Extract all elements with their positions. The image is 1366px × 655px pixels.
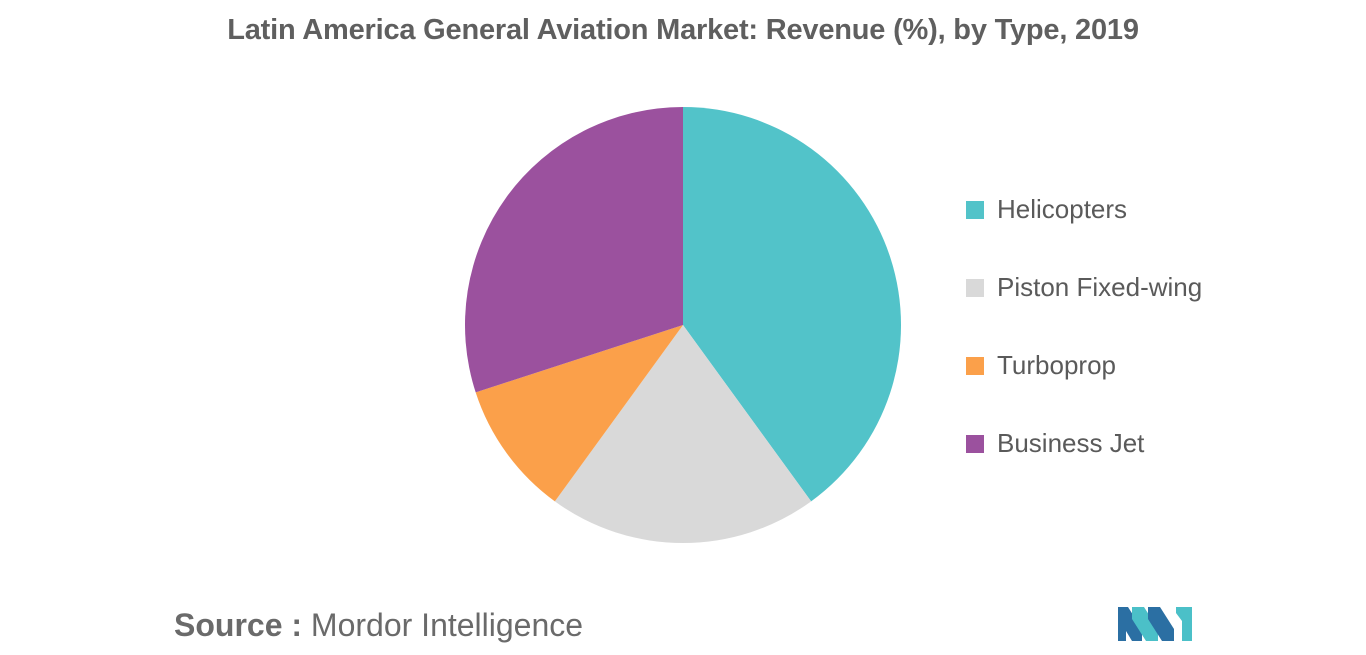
logo-shape-right	[1176, 607, 1192, 641]
chart-legend: Helicopters Piston Fixed-wing Turboprop …	[966, 190, 1202, 502]
legend-item-business-jet: Business Jet	[966, 424, 1202, 463]
legend-item-helicopters: Helicopters	[966, 190, 1202, 229]
logo-shape-mid-light	[1132, 607, 1158, 641]
legend-item-piston-fixed-wing: Piston Fixed-wing	[966, 268, 1202, 307]
legend-item-turboprop: Turboprop	[966, 346, 1202, 385]
legend-swatch-business-jet	[966, 434, 984, 453]
pie-slice-helicopters	[683, 107, 902, 502]
legend-swatch-piston-fixed-wing	[966, 278, 984, 297]
legend-label-helicopters: Helicopters	[997, 194, 1128, 224]
legend-label-piston-fixed-wing: Piston Fixed-wing	[997, 272, 1203, 302]
legend-label-business-jet: Business Jet	[997, 428, 1145, 458]
source-line: Source : Mordor Intelligence	[174, 607, 583, 644]
pie-slice-piston-fixed-wing	[554, 325, 812, 544]
legend-swatch-turboprop	[966, 356, 984, 375]
mordor-intelligence-logo-icon	[1118, 607, 1192, 641]
pie-slice-turboprop	[475, 325, 683, 502]
chart-title: Latin America General Aviation Market: R…	[227, 14, 1139, 46]
source-label: Source :	[174, 607, 303, 643]
logo-shape-left	[1118, 607, 1142, 641]
logo-shape-mid-dark	[1148, 607, 1174, 641]
pie-slice-business-jet	[464, 107, 683, 393]
source-text: Mordor Intelligence	[310, 607, 584, 643]
legend-label-turboprop: Turboprop	[997, 350, 1116, 380]
legend-swatch-helicopters	[966, 200, 984, 219]
